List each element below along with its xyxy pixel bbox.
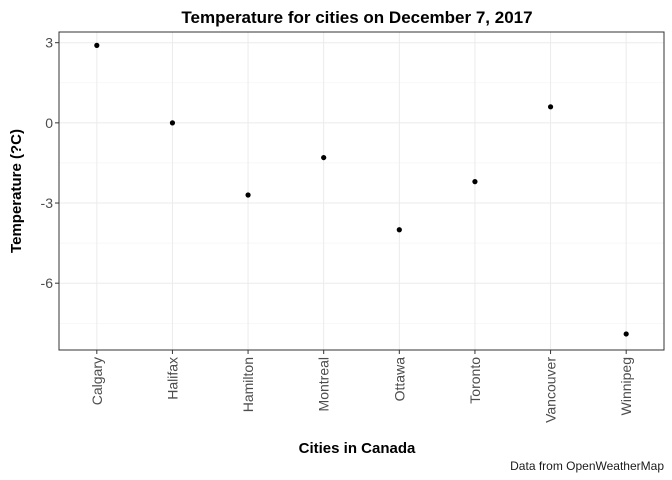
y-axis-title: Temperature (?C)	[8, 129, 25, 253]
data-point-hamilton	[245, 192, 251, 198]
x-tick-label-hamilton: Hamilton	[240, 357, 256, 412]
x-tick-label-ottawa: Ottawa	[391, 357, 407, 402]
x-tick-label-toronto: Toronto	[467, 357, 483, 404]
y-axis: 3 0 -3 -6	[41, 35, 59, 291]
data-point-montreal	[321, 154, 327, 161]
data-point-toronto	[472, 179, 478, 185]
data-point-calgary	[94, 42, 100, 48]
data-point-ottawa	[396, 227, 402, 233]
x-axis-title: Cities in Canada	[299, 440, 416, 457]
y-tick-label: 0	[45, 115, 53, 131]
data-point-vancouver	[547, 104, 554, 110]
grid	[59, 32, 664, 350]
chart-caption: Data from OpenWeatherMap	[510, 459, 664, 473]
x-axis: Calgary Halifax Hamilton Montreal Ottawa Toro…	[89, 350, 634, 423]
y-tick-label: 3	[45, 35, 53, 51]
x-tick-label-vancouver: Vancouver	[543, 357, 559, 423]
x-tick-label-winnipeg: Winnipeg	[618, 357, 634, 415]
x-tick-label-halifax: Halifax	[164, 357, 180, 400]
panel-border	[58, 31, 665, 351]
chart-title: Temperature for cities on December 7, 20…	[181, 8, 532, 27]
y-tick-label: -3	[41, 195, 54, 211]
data-point-winnipeg	[623, 331, 629, 337]
x-tick-label-calgary: Calgary	[89, 357, 105, 405]
data-points	[94, 42, 629, 337]
data-point-halifax	[169, 120, 176, 126]
y-tick-label: -6	[41, 275, 54, 291]
x-tick-label-montreal: Montreal	[316, 357, 332, 411]
